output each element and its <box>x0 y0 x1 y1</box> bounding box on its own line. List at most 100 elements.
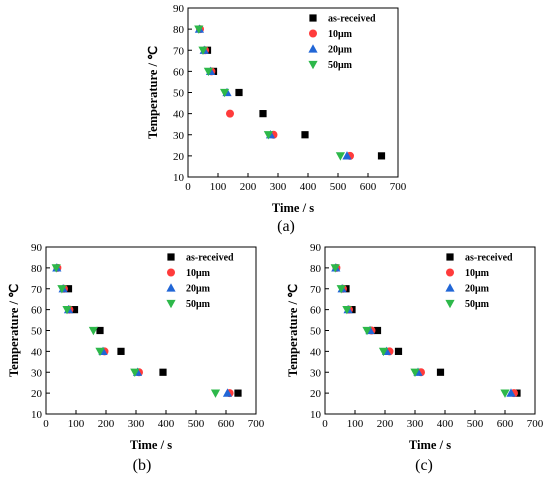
x-tick-label: 0 <box>43 418 49 430</box>
legend-marker-as-received <box>167 253 175 261</box>
y-tick-label: 10 <box>310 409 322 421</box>
data-point-50um <box>500 389 510 398</box>
x-tick-label: 700 <box>248 418 265 430</box>
y-tick-label: 80 <box>173 24 185 36</box>
legend-marker-50um <box>308 60 318 70</box>
x-tick-label: 700 <box>527 418 544 430</box>
x-axis-label: Time / s <box>272 201 314 215</box>
data-point-as-received <box>159 368 167 376</box>
data-point-as-received <box>373 326 382 335</box>
legend-marker-50um <box>166 299 176 309</box>
data-point-as-received <box>301 131 309 139</box>
legend-marker-as-received <box>309 14 317 22</box>
y-tick-label: 90 <box>173 3 185 15</box>
legend-label: 20μm <box>328 45 353 56</box>
data-point-as-received <box>394 347 403 355</box>
x-tick-label: 300 <box>270 181 287 193</box>
y-axis-label: Temperature / ℃ <box>286 284 300 377</box>
y-tick-label: 40 <box>31 346 43 358</box>
data-point-50um <box>95 347 105 357</box>
legend-marker-10um <box>309 29 317 38</box>
x-tick-label: 400 <box>300 181 317 193</box>
y-tick-label: 70 <box>310 284 322 296</box>
chart-panel-2: 0 100 200 300 400 500 600 700 10 20 30 40 50 60 70 80 90… <box>7 242 265 474</box>
data-point-50um <box>330 264 340 273</box>
y-tick-label: 70 <box>173 45 185 57</box>
y-tick-label: 40 <box>310 346 322 358</box>
x-tick-label: 200 <box>98 418 115 430</box>
data-point-10um <box>226 109 234 118</box>
data-point-50um <box>130 368 140 378</box>
x-tick-label: 600 <box>360 181 377 193</box>
panel-caption: (b) <box>133 457 152 474</box>
x-tick-label: 500 <box>467 418 484 430</box>
data-point-as-received <box>259 110 267 118</box>
data-point-50um <box>210 389 221 398</box>
y-tick-label: 10 <box>31 409 43 421</box>
data-point-50um <box>336 285 346 294</box>
y-tick-label: 70 <box>31 284 43 296</box>
data-point-50um <box>342 306 352 315</box>
x-tick-label: 0 <box>322 418 328 430</box>
y-tick-label: 50 <box>310 326 322 338</box>
legend-label: 50μm <box>186 299 211 310</box>
data-point-20um <box>506 388 516 397</box>
y-tick-label: 20 <box>310 388 322 400</box>
data-point-50um <box>203 67 213 77</box>
legend-label: 20μm <box>186 284 211 295</box>
data-point-as-received <box>436 368 445 376</box>
y-tick-label: 60 <box>173 66 185 78</box>
x-tick-label: 300 <box>128 418 145 430</box>
y-tick-label: 50 <box>31 326 43 338</box>
data-point-as-received <box>234 389 242 397</box>
data-point-20um <box>342 151 352 160</box>
y-tick-label: 30 <box>310 367 322 379</box>
data-point-50um <box>362 326 372 336</box>
legend-label: as-received <box>465 253 513 264</box>
legend-label: 20μm <box>465 284 490 295</box>
x-tick-label: 600 <box>218 418 235 430</box>
legend-marker-20um <box>445 283 455 292</box>
legend-marker-20um <box>166 283 176 292</box>
legend-marker-10um <box>167 268 175 277</box>
y-axis-label: Temperature / ℃ <box>146 46 160 139</box>
plot-frame <box>324 246 536 415</box>
y-tick-label: 90 <box>310 242 322 254</box>
data-point-50um <box>198 46 208 56</box>
data-point-50um <box>378 347 389 357</box>
panel-caption: (c) <box>415 457 433 474</box>
data-point-as-received <box>235 88 243 97</box>
x-tick-label: 200 <box>377 418 394 430</box>
data-point-50um <box>410 368 420 378</box>
data-point-as-received <box>70 306 79 314</box>
x-tick-label: 400 <box>158 418 175 430</box>
data-point-50um <box>263 131 273 140</box>
data-point-as-received <box>377 152 386 160</box>
plot-frame <box>187 7 399 178</box>
x-tick-label: 400 <box>437 418 454 430</box>
y-tick-label: 80 <box>310 263 322 275</box>
data-point-as-received <box>96 326 104 335</box>
legend-label: 10μm <box>328 29 353 40</box>
y-tick-label: 80 <box>31 263 43 275</box>
data-point-as-received <box>64 285 73 293</box>
x-axis-label: Time / s <box>130 438 172 452</box>
data-point-50um <box>51 264 61 273</box>
y-tick-label: 50 <box>173 88 185 100</box>
data-point-50um <box>57 285 67 294</box>
legend-marker-as-received <box>446 253 454 261</box>
y-tick-label: 90 <box>31 242 43 254</box>
legend-label: 10μm <box>465 268 490 279</box>
x-tick-label: 700 <box>390 181 407 193</box>
y-tick-label: 60 <box>310 305 322 317</box>
data-point-50um <box>194 25 204 34</box>
x-tick-label: 600 <box>497 418 514 430</box>
x-tick-label: 500 <box>188 418 205 430</box>
data-point-50um <box>62 306 72 315</box>
y-tick-label: 60 <box>31 305 43 317</box>
x-tick-label: 500 <box>330 181 347 193</box>
legend-marker-10um <box>446 268 454 277</box>
y-tick-label: 20 <box>173 151 185 163</box>
chart-panel-3: 0 100 200 300 400 500 600 700 10 20 30 40 50 60 70 80 90… <box>286 242 544 474</box>
